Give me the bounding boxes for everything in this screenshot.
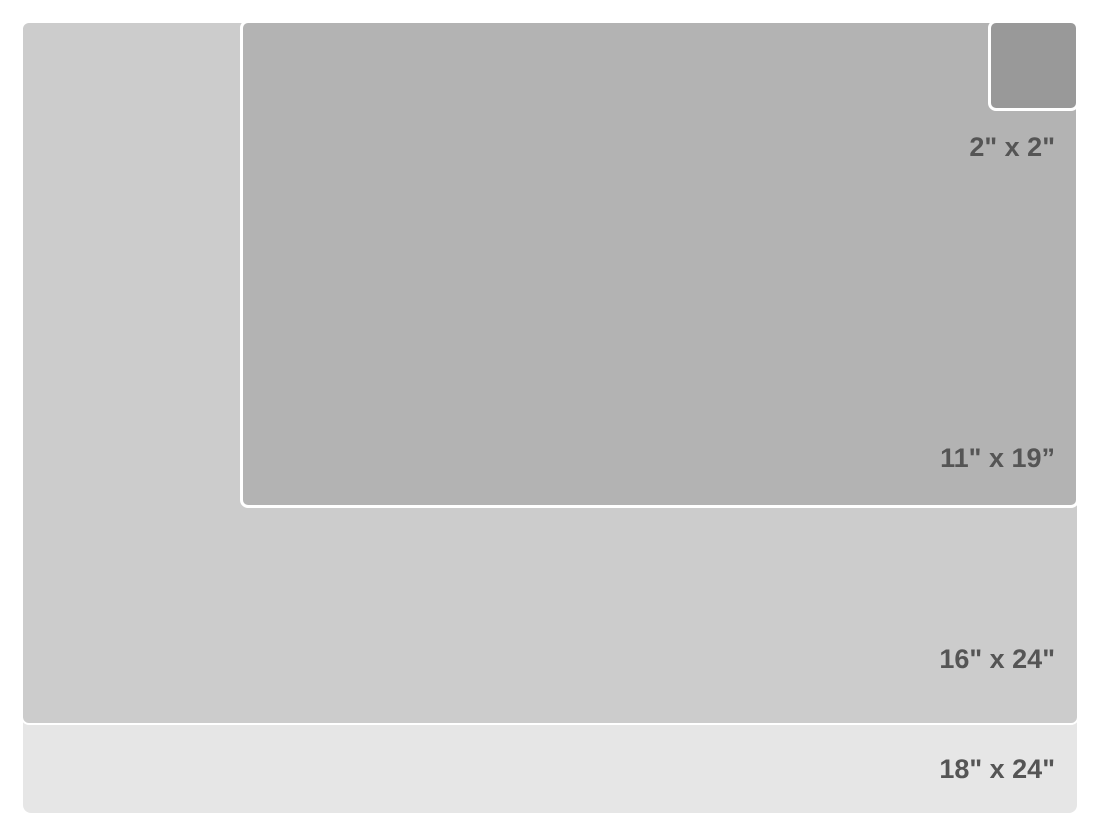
label-2x2: 2" x 2" <box>969 132 1055 162</box>
label-11x19: 11" x 19” <box>940 443 1055 473</box>
label-16x24: 16" x 24" <box>939 644 1055 674</box>
label-18x24: 18" x 24" <box>939 754 1055 784</box>
size-2x2 <box>988 20 1079 111</box>
size-11x19 <box>240 20 1079 508</box>
